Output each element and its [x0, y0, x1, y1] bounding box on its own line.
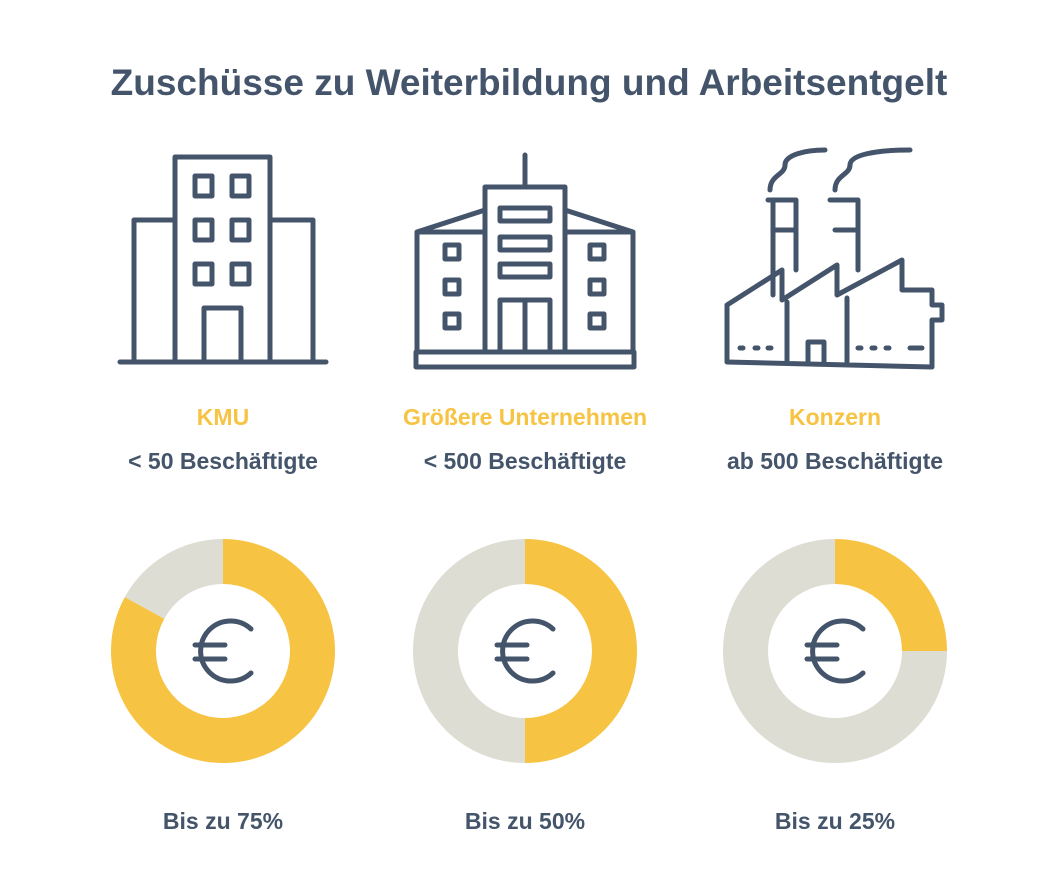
- donut-segment-subsidy: [525, 539, 637, 763]
- group-kmu: KMU < 50 Beschäftigte Bis zu 75%: [53, 0, 393, 887]
- group-name: Größere Unternehmen: [402, 404, 648, 430]
- donut-segment-remaining: [124, 539, 223, 619]
- donut-segment-subsidy: [835, 539, 947, 651]
- large-building-icon: [413, 152, 637, 370]
- donut-segment-remaining: [413, 539, 525, 763]
- donut-segment-subsidy: [111, 539, 335, 763]
- employee-count: < 50 Beschäftigte: [128, 448, 318, 474]
- employee-count: ab 500 Beschäftigte: [726, 448, 944, 474]
- subsidy-donut: [723, 539, 947, 763]
- group-larger-companies: Größere Unternehmen < 500 Beschäftigte B…: [355, 0, 695, 887]
- subsidy-label: Bis zu 25%: [774, 808, 896, 834]
- group-name: KMU: [196, 404, 250, 430]
- subsidy-donut: [413, 539, 637, 763]
- office-building-icon: [117, 154, 329, 365]
- euro-icon: [494, 618, 556, 684]
- subsidy-label: Bis zu 75%: [162, 808, 284, 834]
- factory-icon: [724, 147, 945, 370]
- euro-icon: [192, 618, 254, 684]
- group-name: Konzern: [789, 404, 881, 430]
- group-corporation: Konzern ab 500 Beschäftigte Bis zu 25%: [665, 0, 1005, 887]
- page-title: Zuschüsse zu Weiterbildung und Arbeitsen…: [110, 62, 948, 103]
- employee-count: < 500 Beschäftigte: [423, 448, 627, 474]
- donut-segment-remaining: [723, 539, 947, 763]
- subsidy-donut: [111, 539, 335, 763]
- euro-icon: [804, 618, 866, 684]
- subsidy-label: Bis zu 50%: [464, 808, 586, 834]
